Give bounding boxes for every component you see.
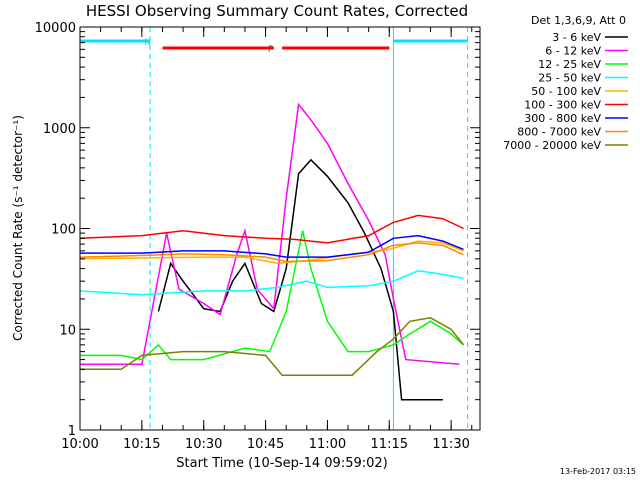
series-line <box>79 270 464 296</box>
y-tick-label: 1000 <box>43 122 76 137</box>
x-tick-label: 11:00 <box>309 437 346 452</box>
series-line <box>80 230 464 361</box>
flag-label-F: F <box>268 45 273 55</box>
x-axis: 10:00 10:15 10:30 10:45 11:00 11:15 11:30 <box>61 27 473 452</box>
legend-label: 6 - 12 keV <box>545 45 601 58</box>
legend-label: 3 - 6 keV <box>552 31 601 44</box>
legend-header: Det 1,3,6,9, Att 0 <box>531 14 626 27</box>
y-tick-label: 100 <box>51 223 76 238</box>
chart-title: HESSI Observing Summary Count Rates, Cor… <box>86 2 468 20</box>
legend-label: 50 - 100 keV <box>531 85 601 98</box>
flag-label-N: N <box>144 38 151 48</box>
legend-label: 100 - 300 keV <box>524 99 601 112</box>
x-tick-label: 10:30 <box>185 437 222 452</box>
time-markers <box>149 27 469 430</box>
legend-label: 300 - 800 keV <box>524 112 601 125</box>
legend-label: 800 - 7000 keV <box>517 126 601 139</box>
x-tick-label: 11:30 <box>432 437 469 452</box>
y-tick-label: 1 <box>68 424 76 439</box>
plot-frame <box>79 26 481 431</box>
legend-label: 12 - 25 keV <box>538 58 601 71</box>
series-line <box>80 102 460 365</box>
x-tick-label: 11:15 <box>371 437 408 452</box>
x-tick-label: 10:15 <box>123 437 160 452</box>
series-line <box>80 317 465 376</box>
x-tick-label: 10:45 <box>247 437 284 452</box>
y-tick-label: 10000 <box>35 21 76 36</box>
legend-label: 25 - 50 keV <box>538 72 601 85</box>
series-lines <box>79 102 465 401</box>
series-line <box>157 158 443 401</box>
flag-bars: NF <box>80 38 468 55</box>
x-axis-label: Start Time (10-Sep-14 09:59:02) <box>176 456 387 471</box>
series-line <box>80 234 464 258</box>
legend-label: 7000 - 20000 keV <box>503 139 601 152</box>
series-line <box>79 242 464 263</box>
series-line <box>79 214 464 244</box>
y-tick-label: 10 <box>59 323 76 338</box>
footer-timestamp: 13-Feb-2017 03:15 <box>560 467 636 476</box>
x-tick-label: 10:00 <box>61 437 98 452</box>
y-axis: 1 10 100 1000 10000 <box>35 21 480 439</box>
y-axis-label: Corrected Count Rate (s⁻¹ detector⁻¹) <box>11 115 25 341</box>
